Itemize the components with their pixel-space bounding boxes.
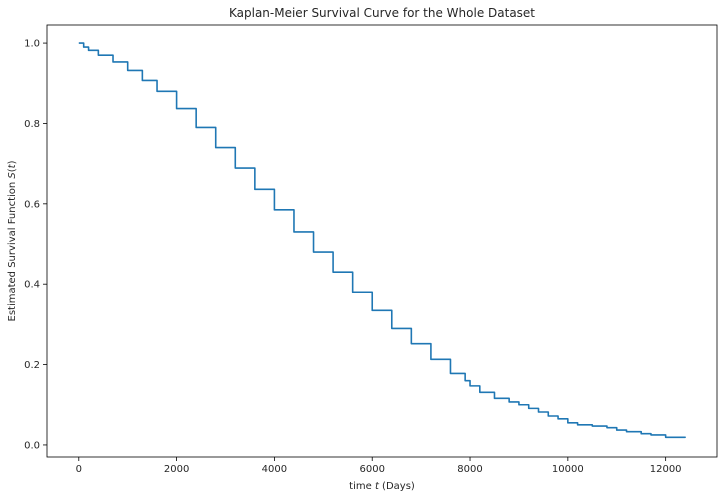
survival-series-line (78, 42, 687, 439)
x-axis-label-part-2: t (375, 481, 380, 492)
x-tick-label: 10000 (552, 464, 584, 475)
plot-frame (46, 24, 718, 458)
x-tick-label: 0 (76, 464, 82, 475)
y-axis-label: Estimated Survival Function S(t) (7, 160, 18, 321)
x-tick-label: 8000 (457, 464, 482, 475)
x-tick-label: 2000 (164, 464, 189, 475)
x-axis: 0 2000 4000 6000 8000 10000 12000 (76, 457, 682, 475)
y-tick-label: 0.4 (24, 280, 40, 291)
y-axis-label-part-1: Estimated Survival Function (7, 179, 18, 322)
x-tick-label: 12000 (650, 464, 682, 475)
y-tick-label: 0.8 (24, 119, 40, 130)
chart-title: Kaplan-Meier Survival Curve for the Whol… (229, 6, 535, 20)
x-axis-label-part-1: time (349, 481, 375, 492)
y-axis-label-part-5: ) (7, 160, 18, 164)
y-tick-label: 0.2 (24, 360, 40, 371)
y-axis: 0.0 0.2 0.4 0.6 0.8 1.0 (24, 39, 47, 451)
x-tick-label: 6000 (359, 464, 384, 475)
plot-area (46, 24, 718, 458)
x-axis-label: time t (Days) (349, 481, 415, 492)
x-tick-label: 4000 (262, 464, 287, 475)
y-axis-label-part-2: S (7, 172, 18, 179)
x-axis-label-part-3: (Days) (379, 481, 415, 492)
y-tick-label: 1.0 (24, 39, 40, 50)
y-axis-label-part-3: ( (7, 168, 18, 172)
line-layer (78, 42, 687, 439)
y-axis-label-part-4: t (7, 163, 18, 168)
y-tick-label: 0.0 (24, 440, 40, 451)
y-tick-label: 0.6 (24, 199, 40, 210)
